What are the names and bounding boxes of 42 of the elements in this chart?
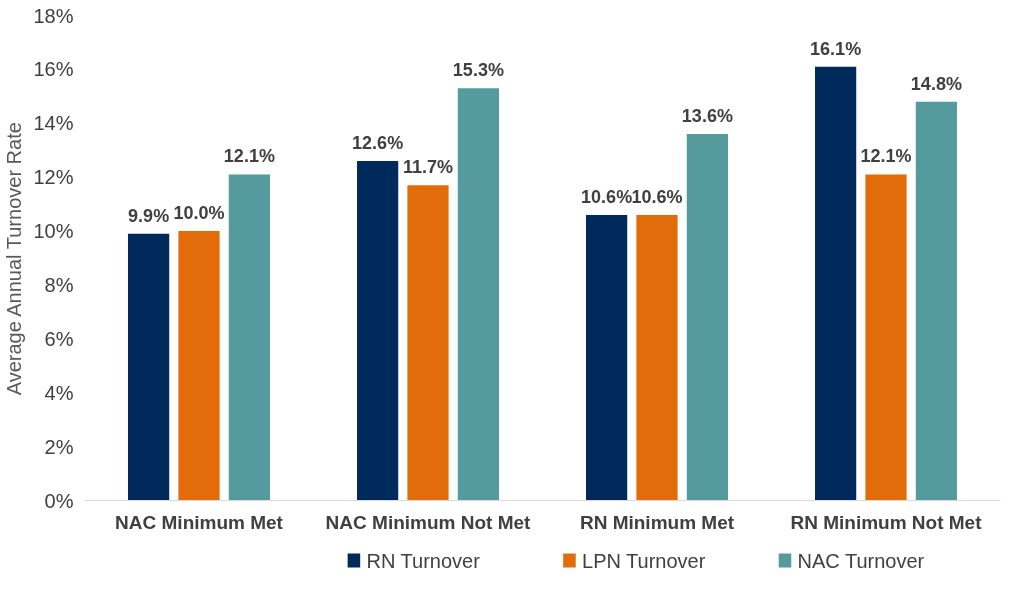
y-tick-label: 18%: [33, 4, 74, 27]
data-label: 14.8%: [910, 73, 962, 94]
y-axis-title: Average Annual Turnover Rate: [3, 122, 26, 396]
y-tick-label: 2%: [44, 435, 74, 458]
legend-label: RN Turnover: [366, 549, 481, 572]
data-label: 16.1%: [810, 38, 862, 59]
y-tick-label: 8%: [44, 273, 74, 296]
legend-label: LPN Turnover: [582, 549, 706, 572]
x-tick-label: NAC Minimum Not Met: [325, 511, 532, 533]
y-tick-label: 4%: [44, 381, 74, 404]
y-tick-label: 0%: [44, 489, 74, 512]
x-tick-label: RN Minimum Not Met: [790, 511, 983, 533]
data-label: 10.6%: [631, 186, 683, 207]
bar: [128, 233, 170, 501]
data-label: 12.6%: [352, 133, 404, 153]
y-tick-label: 16%: [33, 58, 74, 81]
bar: [865, 174, 907, 501]
bar: [178, 231, 220, 501]
bar: [915, 101, 957, 501]
bar: [686, 134, 728, 501]
bar: [586, 214, 628, 501]
bar: [636, 214, 678, 501]
x-tick-label: RN Minimum Met: [579, 511, 735, 533]
x-tick-label: NAC Minimum Met: [115, 511, 284, 533]
data-label: 15.3%: [452, 60, 504, 81]
y-tick-label: 14%: [33, 112, 74, 135]
data-label: 9.9%: [128, 205, 170, 226]
bar: [357, 161, 399, 501]
data-label: 10.6%: [581, 186, 633, 207]
data-label: 11.7%: [402, 157, 454, 178]
bar: [815, 66, 857, 501]
bar: [407, 185, 449, 501]
y-tick-label: 10%: [33, 220, 74, 243]
bar: [457, 88, 499, 501]
data-label: 12.1%: [860, 146, 912, 167]
data-label: 12.1%: [223, 146, 275, 167]
y-tick-label: 12%: [33, 166, 74, 189]
y-tick-label: 6%: [44, 327, 74, 350]
bar: [228, 174, 270, 501]
data-label: 10.0%: [173, 203, 225, 224]
legend-label: NAC Turnover: [797, 549, 925, 572]
data-label: 13.6%: [681, 106, 733, 127]
